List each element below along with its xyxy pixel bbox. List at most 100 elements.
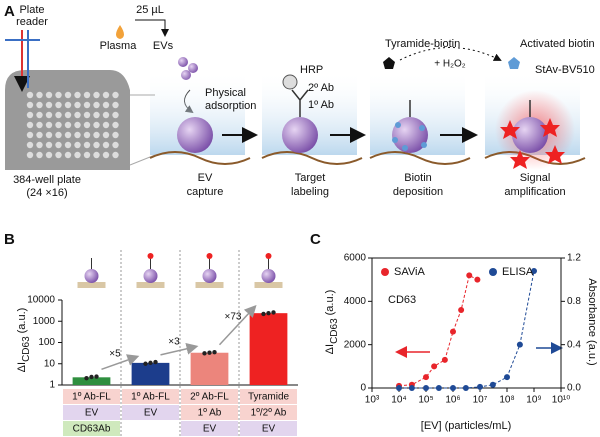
replicate-dot bbox=[266, 310, 271, 316]
condition-label: 1º Ab bbox=[198, 408, 222, 419]
well bbox=[93, 131, 100, 139]
condition-label: 1º Ab-FL bbox=[131, 392, 170, 403]
x-tick-label: 10¹⁰ bbox=[552, 395, 570, 406]
label: 384-well plate bbox=[13, 174, 81, 186]
label: 25 µL bbox=[136, 4, 164, 16]
bar bbox=[249, 313, 288, 385]
icon-base bbox=[77, 282, 106, 288]
panel-label: A bbox=[4, 3, 15, 20]
condition-label: EV bbox=[262, 424, 276, 435]
well bbox=[74, 91, 81, 99]
well bbox=[112, 111, 119, 119]
well bbox=[112, 101, 119, 109]
well bbox=[83, 91, 91, 99]
replicate-dot bbox=[143, 361, 148, 366]
y-tick-label: 4000 bbox=[344, 296, 367, 307]
well bbox=[55, 121, 62, 129]
y-axis-label: ΔICD63 (a.u.) bbox=[324, 290, 340, 355]
condition-label: EV bbox=[203, 424, 217, 435]
bar bbox=[72, 377, 111, 385]
replicate-dot bbox=[89, 374, 94, 380]
icon-base bbox=[136, 282, 165, 288]
step-label: EV bbox=[198, 172, 213, 184]
step-label: capture bbox=[187, 186, 224, 198]
y-label-main: ΔI bbox=[16, 362, 28, 372]
condition-cell bbox=[240, 421, 297, 436]
well bbox=[74, 111, 81, 119]
legend-marker bbox=[381, 268, 389, 276]
well bbox=[83, 131, 91, 139]
replicate-dot bbox=[153, 359, 158, 365]
y-label-unit: (a.u.) bbox=[16, 308, 28, 334]
well bbox=[83, 111, 91, 119]
label: Plasma bbox=[100, 40, 138, 52]
data-point bbox=[435, 385, 442, 391]
condition-cell bbox=[181, 405, 238, 420]
label: HRP bbox=[300, 64, 323, 76]
well bbox=[64, 91, 72, 99]
well bbox=[45, 111, 53, 119]
data-point bbox=[423, 374, 429, 381]
fold-label: ×73 bbox=[225, 312, 242, 323]
well bbox=[112, 131, 119, 139]
icon-ev bbox=[261, 269, 276, 283]
fold-label: ×3 bbox=[168, 336, 180, 347]
y2-tick-label: 1.2 bbox=[567, 253, 581, 264]
well bbox=[26, 151, 34, 159]
well bbox=[102, 121, 110, 129]
well bbox=[45, 141, 53, 149]
data-point bbox=[450, 328, 456, 335]
icon-base bbox=[254, 282, 283, 288]
fold-arrow bbox=[101, 354, 140, 371]
icon-ev bbox=[202, 269, 217, 283]
well bbox=[64, 151, 72, 159]
y-tick-label: 0 bbox=[360, 383, 366, 394]
y-tick-label: 1 bbox=[49, 380, 55, 391]
well bbox=[102, 111, 110, 119]
well bbox=[93, 151, 100, 159]
well bbox=[26, 141, 34, 149]
y-tick-label: 100 bbox=[38, 337, 55, 348]
well bbox=[64, 111, 72, 119]
well bbox=[26, 131, 34, 139]
bar bbox=[190, 352, 229, 385]
y2-tick-label: 0.4 bbox=[567, 339, 581, 350]
replicate-dot bbox=[207, 350, 212, 355]
icon-dye bbox=[206, 253, 213, 259]
well bbox=[26, 121, 34, 129]
step-label: Target bbox=[295, 172, 326, 184]
well bbox=[55, 131, 62, 139]
icon-ev bbox=[84, 269, 99, 283]
bar bbox=[131, 362, 170, 385]
condition-cell bbox=[181, 389, 238, 404]
data-point bbox=[477, 383, 483, 390]
well bbox=[55, 141, 62, 149]
x-tick-label: 10⁹ bbox=[526, 395, 541, 406]
step-label: Signal bbox=[520, 172, 551, 184]
condition-label: Tyramide bbox=[248, 392, 290, 403]
data-point bbox=[450, 385, 456, 391]
well bbox=[45, 131, 53, 139]
well bbox=[36, 131, 43, 139]
well bbox=[64, 101, 72, 109]
annotation: CD63 bbox=[388, 294, 416, 306]
well bbox=[26, 91, 34, 99]
y2-tick-label: 0.8 bbox=[567, 296, 581, 307]
well bbox=[55, 111, 62, 119]
icon-base bbox=[195, 282, 224, 288]
label: 1º Ab bbox=[308, 99, 334, 111]
replicate-dot bbox=[212, 349, 217, 355]
label: Activated biotin bbox=[520, 38, 595, 50]
well bbox=[45, 91, 53, 99]
well bbox=[93, 101, 100, 109]
panel-a-art bbox=[5, 19, 586, 170]
replicate-dot bbox=[261, 311, 266, 317]
x-tick-label: 10⁴ bbox=[391, 395, 406, 406]
condition-cell bbox=[63, 389, 120, 404]
y2-tick-label: 0.0 bbox=[567, 383, 581, 394]
data-point bbox=[462, 385, 469, 391]
x-tick-label: 10⁸ bbox=[499, 395, 514, 406]
y2-axis-label: Absorbance (a.u.) bbox=[586, 278, 598, 365]
label: (24 ×16) bbox=[26, 187, 67, 199]
